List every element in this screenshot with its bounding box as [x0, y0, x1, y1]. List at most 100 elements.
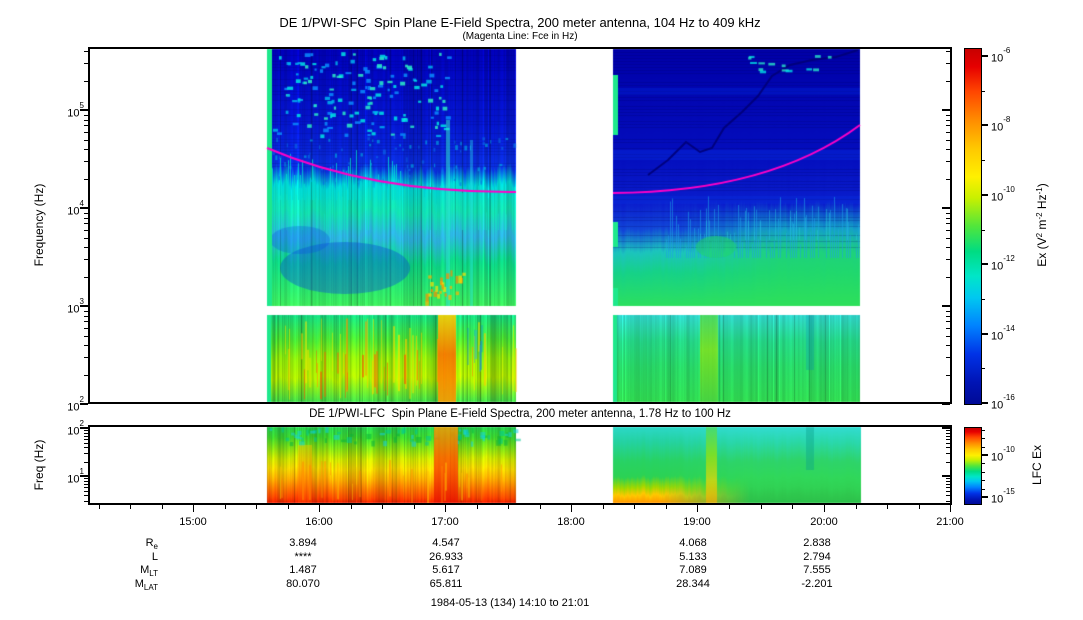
ephemeris-value: 3.894	[289, 537, 317, 549]
ephemeris-row-label: MLAT	[134, 578, 158, 592]
y-minor-tick-right	[946, 229, 950, 231]
y-minor-tick-right	[946, 51, 950, 52]
y-minor-tick-right	[946, 80, 950, 82]
time-minor-tick	[760, 505, 762, 509]
colorbar-minor-tick	[981, 160, 985, 162]
lfc-colorbar	[964, 427, 982, 505]
y-minor-tick-right	[946, 453, 950, 455]
colorbar-tick-label: 10-8	[991, 115, 1011, 134]
footer-caption: 1984-05-13 (134) 14:10 to 21:01	[430, 597, 590, 609]
y-minor-tick	[84, 315, 88, 317]
ephemeris-value: 7.555	[803, 564, 831, 576]
y-minor-tick	[84, 321, 88, 323]
y-minor-tick	[84, 478, 88, 480]
y-tick-label: 102	[67, 419, 84, 438]
time-minor-tick	[413, 505, 415, 509]
y-minor-tick	[84, 237, 88, 239]
time-tick-label: 19:00	[683, 516, 711, 528]
ephemeris-value: 4.068	[679, 537, 707, 549]
sfc-colorbar	[964, 48, 982, 405]
y-tick-label: 102	[67, 395, 84, 414]
y-minor-tick	[84, 461, 88, 463]
ephemeris-value: ****	[294, 551, 312, 563]
y-minor-tick	[84, 335, 88, 337]
y-minor-tick-right	[946, 161, 950, 163]
ephemeris-value: 65.811	[429, 578, 463, 590]
y-minor-tick	[84, 276, 88, 278]
colorbar-major-tick	[981, 55, 988, 57]
y-minor-tick-right	[946, 483, 950, 485]
y-minor-tick	[84, 345, 88, 346]
y-tick-label: 105	[67, 101, 84, 120]
time-major-tick	[444, 505, 446, 512]
y-major-tick-right	[942, 109, 950, 111]
y-minor-tick	[84, 119, 88, 121]
colorbar-tick-label: 10-16	[991, 393, 1015, 412]
y-minor-tick-right	[946, 438, 950, 440]
y-minor-tick	[84, 480, 88, 482]
time-minor-tick	[792, 505, 794, 509]
y-minor-tick-right	[946, 480, 950, 482]
time-minor-tick	[287, 505, 289, 509]
y-major-tick	[80, 305, 88, 307]
y-minor-tick	[84, 51, 88, 52]
y-minor-tick	[84, 438, 88, 440]
y-minor-tick-right	[946, 63, 950, 65]
colorbar-major-tick	[981, 124, 988, 126]
colorbar-minor-tick	[981, 463, 985, 465]
colorbar-minor-tick	[981, 488, 985, 490]
y-major-tick	[80, 475, 88, 477]
y-minor-tick	[84, 327, 88, 329]
colorbar-major-tick	[981, 333, 988, 335]
colorbar-minor-tick	[981, 480, 985, 482]
colorbar-minor-tick	[981, 90, 985, 92]
y-minor-tick-right	[946, 486, 950, 488]
y-minor-tick	[84, 486, 88, 488]
y-minor-tick	[84, 310, 88, 312]
time-minor-tick	[855, 505, 857, 509]
y-minor-tick-right	[946, 310, 950, 312]
y-minor-tick	[84, 435, 88, 437]
ephemeris-value: 2.838	[803, 537, 831, 549]
ephemeris-value: 5.133	[679, 551, 707, 563]
y-minor-tick	[84, 501, 88, 503]
ephemeris-value: 26.933	[429, 551, 463, 563]
time-tick-label: 20:00	[810, 516, 838, 528]
y-minor-tick-right	[946, 432, 950, 434]
y-minor-tick-right	[946, 435, 950, 437]
time-major-tick	[696, 505, 698, 512]
y-minor-tick-right	[946, 501, 950, 503]
colorbar-tick-label: 10-12	[991, 254, 1015, 273]
y-major-tick	[80, 207, 88, 209]
time-minor-tick	[634, 505, 635, 509]
y-minor-tick	[84, 161, 88, 163]
y-minor-tick	[84, 229, 88, 231]
time-major-tick	[949, 505, 951, 512]
y-minor-tick-right	[946, 430, 950, 432]
colorbar-tick-label: 10-14	[991, 324, 1015, 343]
time-minor-tick	[665, 505, 667, 509]
y-major-tick-right	[942, 427, 950, 429]
time-tick-label: 21:00	[936, 516, 964, 528]
time-minor-tick	[382, 505, 383, 509]
y-minor-tick	[84, 490, 88, 492]
colorbar-major-tick	[981, 454, 988, 456]
y-minor-tick	[84, 178, 88, 180]
y-minor-tick	[84, 453, 88, 455]
time-major-tick	[192, 505, 194, 512]
y-minor-tick-right	[946, 131, 950, 133]
y-minor-tick-right	[946, 490, 950, 492]
time-minor-tick	[130, 505, 131, 509]
y-major-tick	[80, 427, 88, 429]
y-tick-label: 103	[67, 297, 84, 316]
ephemeris-row-label: Re	[145, 537, 158, 551]
y-minor-tick	[84, 223, 88, 225]
time-tick-label: 18:00	[557, 516, 585, 528]
ephemeris-value: 1.487	[289, 564, 317, 576]
time-minor-tick	[728, 505, 730, 509]
colorbar-major-tick	[981, 194, 988, 196]
